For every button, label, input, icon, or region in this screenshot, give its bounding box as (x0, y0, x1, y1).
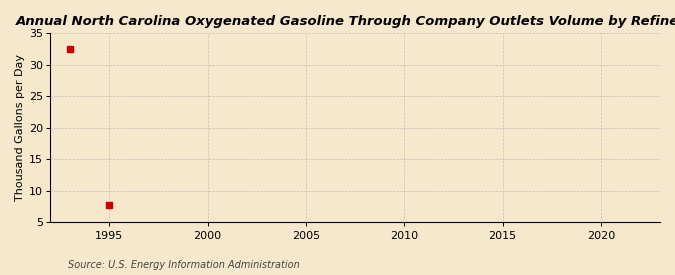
Y-axis label: Thousand Gallons per Day: Thousand Gallons per Day (15, 54, 25, 201)
Title: Annual North Carolina Oxygenated Gasoline Through Company Outlets Volume by Refi: Annual North Carolina Oxygenated Gasolin… (16, 15, 675, 28)
Text: Source: U.S. Energy Information Administration: Source: U.S. Energy Information Administ… (68, 260, 299, 270)
